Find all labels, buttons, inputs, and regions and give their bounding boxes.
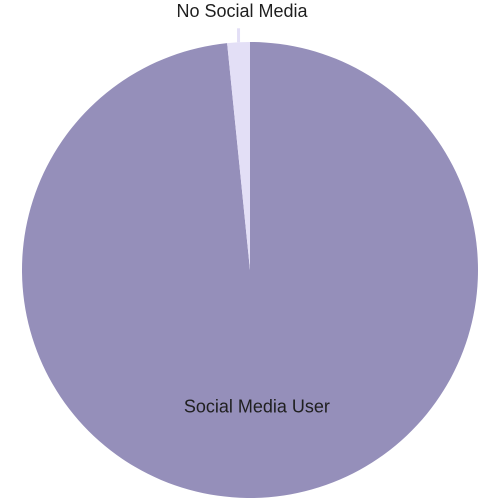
pie-slice-social-media-user	[22, 42, 479, 499]
slice-label-social-media-user: Social Media User	[184, 397, 330, 417]
pie-slices	[22, 42, 479, 499]
slice-label-no-social-media: No Social Media	[176, 1, 308, 21]
pie-slice-no-social-media	[227, 42, 250, 270]
slice-labels: Social Media User No Social Media	[176, 1, 329, 417]
